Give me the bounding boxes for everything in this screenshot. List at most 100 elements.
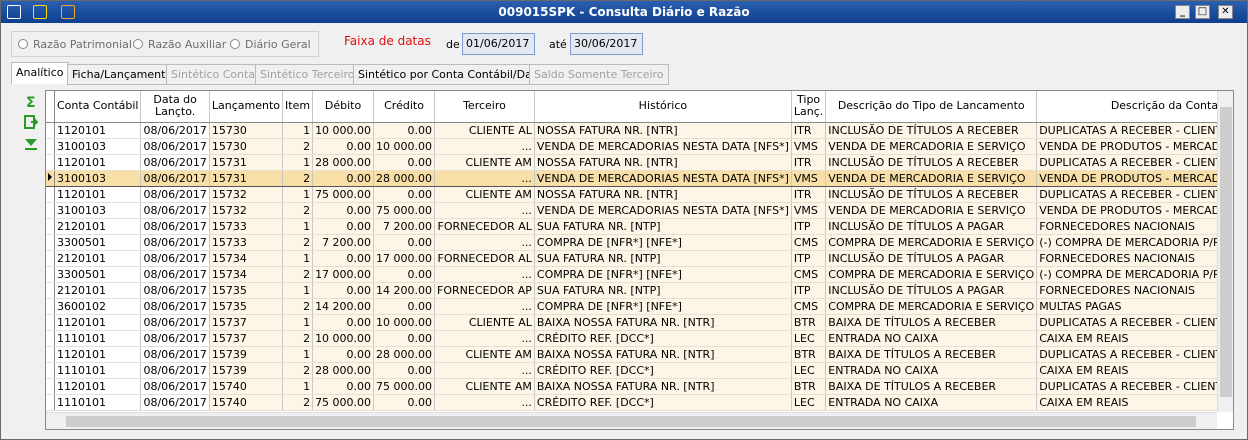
tab[interactable]: Sintético Conta [166,64,261,85]
date-range-label: Faixa de datas [344,34,431,48]
cell: CRÉDITO REF. [DCC*] [534,330,792,347]
cell: 2 [282,362,314,379]
cell: 3100103 [54,169,142,187]
cell: VENDA DE MERCADORIAS NESTA DATA [NFS*] [534,138,792,155]
menu-icon[interactable] [7,5,21,19]
horizontal-scrollbar[interactable] [46,412,1217,429]
row-indicator [46,218,55,235]
grid-row[interactable]: 1120101 08/06/2017 15732 1 75 000.00 0.00 CLIE… [46,186,1233,203]
grid-row[interactable]: 2120101 08/06/2017 15734 1 0.00 17 000.00 FORN… [46,250,1233,267]
traffic-icon[interactable] [33,5,47,19]
cell: CLIENTE AL [434,314,535,331]
cell: FORNECEDORES NACIONAIS [1036,218,1233,235]
cell: SUA FATURA NR. [NTP] [534,250,792,267]
cell: COMPRA DE [NFR*] [NFE*] [534,298,792,315]
cell: INCLUSÃO DE TÍTULOS A PAGAR [825,250,1038,267]
cell: VMS [791,202,827,219]
tab[interactable]: Sintético por Conta Contábil/Data [353,64,548,85]
grid-row[interactable]: 3300501 08/06/2017 15734 2 17 000.00 0.00... C… [46,266,1233,283]
tab[interactable]: Ficha/Lançamento [67,64,178,85]
row-indicator [46,202,55,219]
cell: 15733 [209,218,284,235]
cell: SUA FATURA NR. [NTP] [534,282,792,299]
cell: 08/06/2017 [140,218,210,235]
scroll-thumb[interactable] [66,416,1196,427]
grid-row[interactable]: 3600102 08/06/2017 15735 2 14 200.00 0.00... C… [46,298,1233,315]
column-header: Conta Contábil [54,91,142,123]
cell: 0.00 [312,346,375,363]
cell: 08/06/2017 [140,378,210,395]
cell: 1 [282,122,314,139]
cell: LEC [791,394,827,411]
maximize-button[interactable]: □ [1195,5,1210,19]
filter-icon[interactable] [24,137,38,151]
cell: 2 [282,138,314,155]
radio[interactable]: Razão Auxiliar [133,38,226,51]
cell: VENDA DE PRODUTOS - MERCADO NACIONAL [1036,202,1233,219]
sum-icon[interactable]: Σ [24,95,38,109]
grid-row[interactable]: 3300501 08/06/2017 15733 2 7 200.00 0.00... CO… [46,234,1233,251]
cell: 15731 [209,169,284,187]
cell: 1 [282,250,314,267]
cell: 08/06/2017 [140,169,210,187]
grid-row[interactable]: 3100103 08/06/2017 15732 2 0.00 75 000.00... V… [46,202,1233,219]
tab[interactable]: Sintético Terceiro [255,64,360,85]
tool-icon[interactable] [61,5,75,19]
cell: ... [434,394,535,411]
scroll-thumb[interactable] [1220,107,1232,397]
cell: 15734 [209,250,284,267]
from-date[interactable]: 01/06/2017 [462,33,535,55]
grid-row[interactable]: 2120101 08/06/2017 15735 1 0.00 14 200.00 FORN… [46,282,1233,299]
grid-row[interactable]: 1110101 08/06/2017 15737 2 10 000.00 0.00... C… [46,330,1233,347]
cell: INCLUSÃO DE TÍTULOS A PAGAR [825,218,1038,235]
cell: NOSSA FATURA NR. [NTR] [534,186,792,203]
to-date[interactable]: 30/06/2017 [570,33,643,55]
cell: MULTAS PAGAS [1036,298,1233,315]
cell: 08/06/2017 [140,202,210,219]
cell: ITP [791,250,827,267]
row-indicator [46,282,55,299]
cell: CLIENTE AM [434,346,535,363]
grid-row[interactable]: 1120101 08/06/2017 15730 1 10 000.00 0.00 CLIE… [46,122,1233,139]
row-indicator [46,378,55,395]
indicator-header [46,91,55,123]
cell: (-) COMPRA DE MERCADORIA P/REVENDA [1036,234,1233,251]
grid-row[interactable]: 2120101 08/06/2017 15733 1 0.00 7 200.00 FORNE… [46,218,1233,235]
vertical-scrollbar[interactable] [1217,91,1233,412]
row-indicator [46,234,55,251]
cell: VMS [791,169,827,187]
close-button[interactable]: ✕ [1218,5,1233,19]
cell: 15739 [209,362,284,379]
radio[interactable]: Diário Geral [230,38,311,51]
cell: 08/06/2017 [140,282,210,299]
cell: VENDA DE MERCADORIA E SERVIÇO [825,202,1038,219]
cell: SUA FATURA NR. [NTP] [534,218,792,235]
grid-row[interactable]: 3100103 08/06/2017 15731 2 0.00 28 000.00... V… [46,169,1233,187]
cell: 15740 [209,394,284,411]
cell: ITR [791,122,827,139]
grid-row[interactable]: 1120101 08/06/2017 15740 1 0.00 75 000.00 CLIE… [46,378,1233,395]
grid-row[interactable]: 1120101 08/06/2017 15731 1 28 000.00 0.00 CLIE… [46,154,1233,171]
cell: DUPLICATAS A RECEBER - CLIENTE NACIONAL [1036,378,1233,395]
cell: INCLUSÃO DE TÍTULOS A PAGAR [825,282,1038,299]
radio[interactable]: Razão Patrimonial [18,38,132,51]
export-icon[interactable] [24,115,38,129]
tab[interactable]: Saldo Somente Terceiro [529,64,669,85]
cell: 2 [282,298,314,315]
grid-row[interactable]: 3100103 08/06/2017 15730 2 0.00 10 000.00... V… [46,138,1233,155]
cell: ... [434,362,535,379]
tab[interactable]: Analítico [11,62,69,84]
cell: VENDA DE MERCADORIA E SERVIÇO [825,169,1038,187]
cell: DUPLICATAS A RECEBER - CLIENTE NACIONAL [1036,154,1233,171]
grid-row[interactable]: 1120101 08/06/2017 15739 1 0.00 28 000.00 CLIE… [46,346,1233,363]
grid-row[interactable]: 1110101 08/06/2017 15740 2 75 000.00 0.00... C… [46,394,1233,411]
minimize-button[interactable]: _ [1175,5,1190,19]
cell: ENTRADA NO CAIXA [825,330,1038,347]
cell: CLIENTE AM [434,186,535,203]
column-header: Histórico [534,91,792,123]
grid-row[interactable]: 1120101 08/06/2017 15737 1 0.00 10 000.00 CLIE… [46,314,1233,331]
grid-row[interactable]: 1110101 08/06/2017 15739 2 28 000.00 0.00... C… [46,362,1233,379]
column-header: Terceiro [434,91,535,123]
cell: 0.00 [312,202,375,219]
cell: 15735 [209,282,284,299]
